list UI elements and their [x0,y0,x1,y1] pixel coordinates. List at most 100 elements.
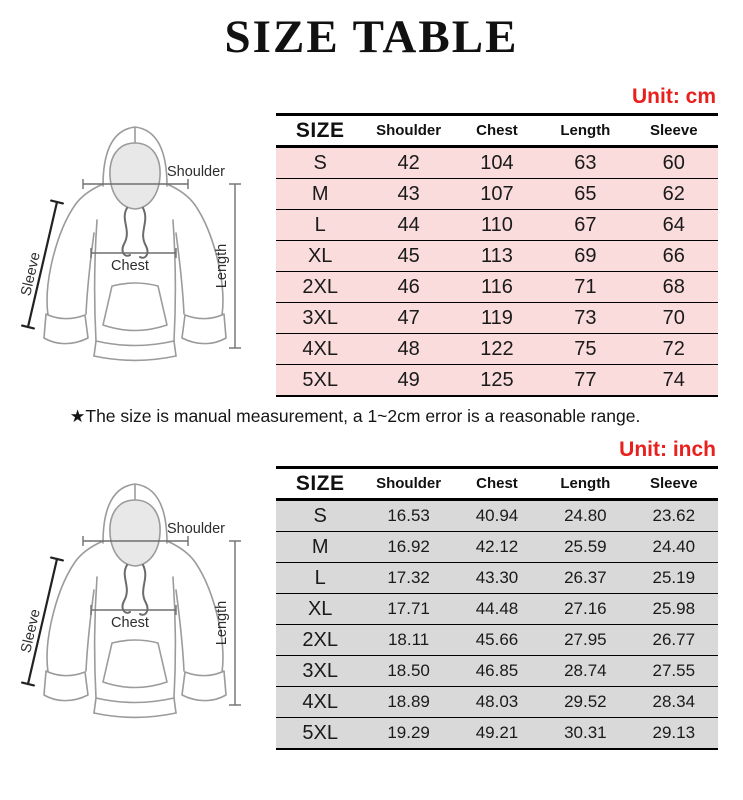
length-label: Length [214,244,230,288]
size-cell: 4XL [276,686,365,718]
value-cell: 17.71 [364,593,453,625]
value-cell: 16.92 [364,531,453,563]
col-header-size: SIZE [276,114,365,148]
table-row: L 44 110 67 64 [276,209,718,241]
hoodie-outline-icon [43,126,227,362]
value-cell: 27.95 [541,624,630,656]
value-cell: 110 [452,209,542,241]
col-header-shoulder: Shoulder [364,114,453,148]
size-cell: S [276,146,365,179]
size-cell: 5XL [276,364,365,396]
size-table-inch: SIZE Shoulder Chest Length Sleeve S 16.53… [276,466,718,750]
hoodie-measurement-diagram-inch: Shoulder Chest Length Sleeve [18,483,241,719]
cm-table-section: Unit: cm SIZE Shoulder Chest Length Slee… [276,84,718,397]
value-cell: 16.53 [364,499,453,532]
col-header-sleeve: Sleeve [629,467,718,501]
value-cell: 26.77 [629,624,718,656]
value-cell: 27.16 [541,593,630,625]
value-cell: 65 [541,178,630,210]
value-cell: 17.32 [364,562,453,594]
value-cell: 44 [364,209,453,241]
col-header-size: SIZE [276,467,365,501]
value-cell: 19.29 [364,717,453,749]
col-header-chest: Chest [452,467,542,501]
value-cell: 48 [364,333,453,365]
value-cell: 29.13 [629,717,718,749]
value-cell: 42 [364,146,453,179]
value-cell: 64 [629,209,718,241]
size-cell: 4XL [276,333,365,365]
value-cell: 49.21 [452,717,542,749]
value-cell: 18.11 [364,624,453,656]
hoodie-measurement-diagram-cm: Shoulder Chest Length Sleeve [18,126,241,362]
value-cell: 62 [629,178,718,210]
hoodie-outline-icon [43,483,227,719]
table-row: M 16.92 42.12 25.59 24.40 [276,531,718,563]
value-cell: 43.30 [452,562,542,594]
length-label: Length [214,601,230,645]
unit-cm-label: Unit: cm [632,85,716,108]
size-cell: 2XL [276,624,365,656]
value-cell: 18.89 [364,686,453,718]
table-row: XL 45 113 69 66 [276,240,718,272]
value-cell: 60 [629,146,718,179]
value-cell: 70 [629,302,718,334]
table-row: 2XL 18.11 45.66 27.95 26.77 [276,624,718,656]
value-cell: 66 [629,240,718,272]
value-cell: 40.94 [452,499,542,532]
size-table-cm: SIZE Shoulder Chest Length Sleeve S 42 104… [276,113,718,397]
col-header-length: Length [541,467,630,501]
shoulder-label: Shoulder [167,164,225,180]
size-cell: 5XL [276,717,365,749]
chest-label: Chest [111,258,149,274]
table-row: L 17.32 43.30 26.37 25.19 [276,562,718,594]
col-header-shoulder: Shoulder [364,467,453,501]
table-row: 3XL 47 119 73 70 [276,302,718,334]
value-cell: 44.48 [452,593,542,625]
value-cell: 28.34 [629,686,718,718]
header-row: SIZE Shoulder Chest Length Sleeve [276,114,718,148]
table-row: S 16.53 40.94 24.80 23.62 [276,499,718,532]
value-cell: 24.80 [541,499,630,532]
value-cell: 104 [452,146,542,179]
value-cell: 107 [452,178,542,210]
size-cell: L [276,562,365,594]
table-row: 5XL 19.29 49.21 30.31 29.13 [276,717,718,749]
size-cell: 2XL [276,271,365,303]
measurement-note: ★The size is manual measurement, a 1~2cm… [69,406,641,426]
value-cell: 74 [629,364,718,396]
value-cell: 49 [364,364,453,396]
value-cell: 77 [541,364,630,396]
size-cell: L [276,209,365,241]
value-cell: 27.55 [629,655,718,687]
value-cell: 29.52 [541,686,630,718]
value-cell: 68 [629,271,718,303]
value-cell: 72 [629,333,718,365]
value-cell: 24.40 [629,531,718,563]
size-cell: S [276,499,365,532]
value-cell: 67 [541,209,630,241]
value-cell: 42.12 [452,531,542,563]
value-cell: 25.19 [629,562,718,594]
col-header-sleeve: Sleeve [629,114,718,148]
table-row: XL 17.71 44.48 27.16 25.98 [276,593,718,625]
size-cell: M [276,531,365,563]
value-cell: 25.98 [629,593,718,625]
value-cell: 69 [541,240,630,272]
value-cell: 125 [452,364,542,396]
header-row: SIZE Shoulder Chest Length Sleeve [276,467,718,501]
value-cell: 116 [452,271,542,303]
chest-label: Chest [111,615,149,631]
value-cell: 28.74 [541,655,630,687]
page-title: SIZE TABLE [224,11,519,63]
table-row: 4XL 48 122 75 72 [276,333,718,365]
value-cell: 30.31 [541,717,630,749]
table-row: 3XL 18.50 46.85 28.74 27.55 [276,655,718,687]
value-cell: 47 [364,302,453,334]
size-cell: XL [276,240,365,272]
value-cell: 73 [541,302,630,334]
value-cell: 43 [364,178,453,210]
value-cell: 122 [452,333,542,365]
size-cell: 3XL [276,655,365,687]
table-row: S 42 104 63 60 [276,146,718,179]
